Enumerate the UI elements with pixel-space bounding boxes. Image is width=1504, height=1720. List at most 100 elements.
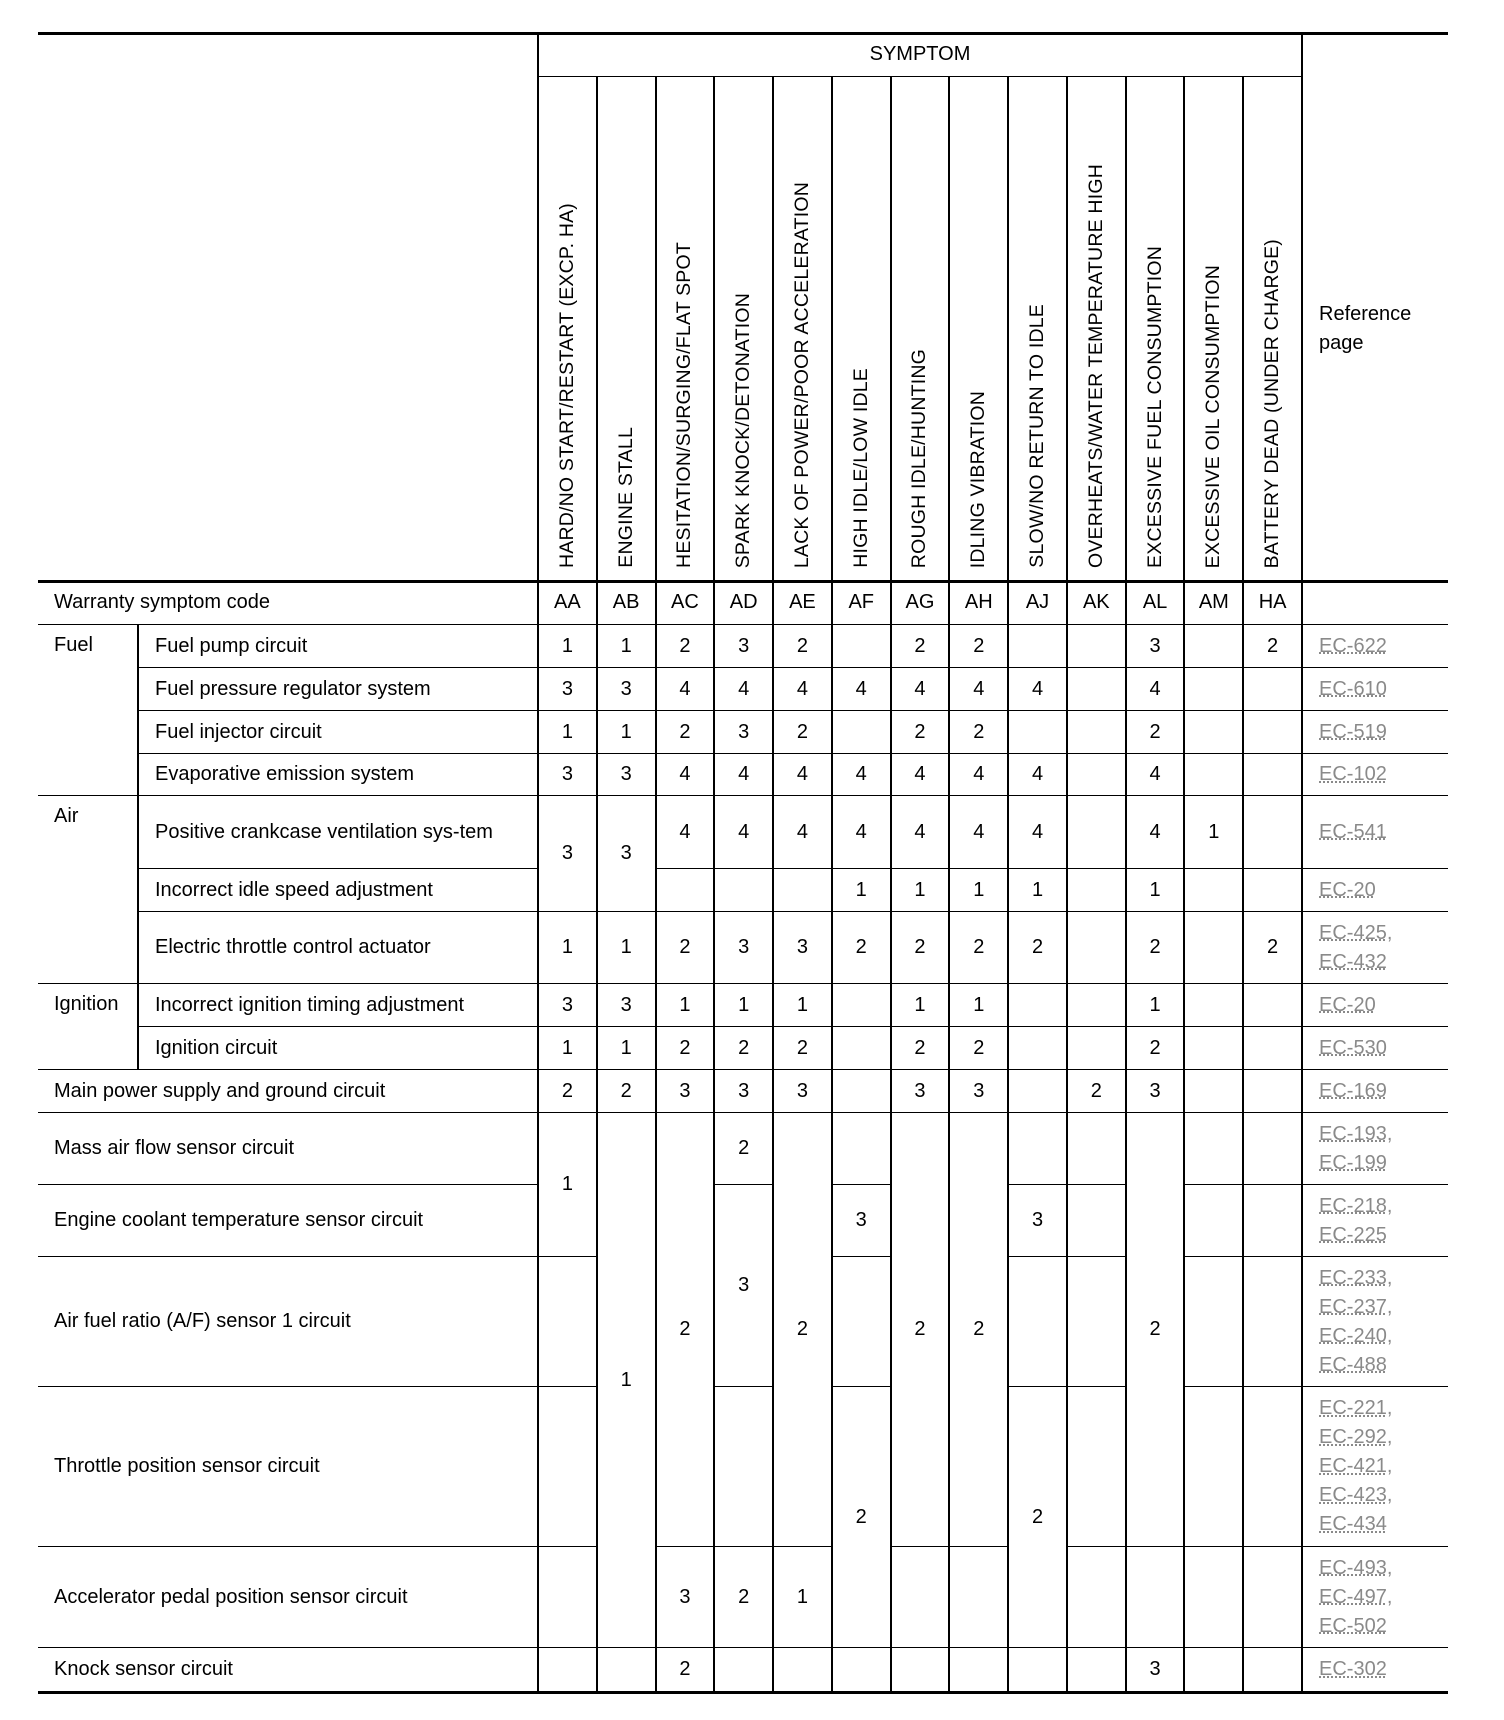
- reference-link[interactable]: EC-519: [1319, 720, 1387, 743]
- warranty-code-ah: AH: [950, 581, 1010, 625]
- reference-link[interactable]: EC-102: [1319, 763, 1387, 785]
- value-cell-ha: [1244, 1185, 1303, 1257]
- value: 3: [1149, 1079, 1161, 1102]
- reference-link[interactable]: EC-233,: [1319, 1266, 1393, 1289]
- value-cell-am: [1185, 1027, 1245, 1070]
- row-label: Mass air flow sensor circuit: [38, 1113, 539, 1185]
- value-cell-ac: 2: [656, 1027, 716, 1070]
- reference-link[interactable]: EC-610: [1319, 677, 1387, 700]
- value-cell-ag: 4: [891, 796, 951, 869]
- value-cell-ac: 2: [656, 1648, 716, 1692]
- value-cell-aa: [539, 1547, 598, 1648]
- value: 2: [1267, 936, 1279, 958]
- value: 3: [561, 763, 573, 785]
- reference-link[interactable]: EC-169: [1319, 1079, 1387, 1102]
- reference-link[interactable]: EC-421,: [1319, 1455, 1393, 1477]
- reference-link[interactable]: EC-502: [1319, 1614, 1387, 1637]
- value-cell-ag: 2: [891, 711, 951, 754]
- warranty-code: AB: [612, 591, 640, 613]
- value-cell-ha: [1244, 1257, 1303, 1387]
- value: 3: [679, 1585, 691, 1608]
- reference-link[interactable]: EC-240,: [1319, 1324, 1393, 1347]
- value: 4: [738, 677, 750, 700]
- reference-link[interactable]: EC-425,: [1319, 921, 1393, 944]
- value: 4: [738, 820, 750, 843]
- value-cell-aa: 3: [539, 984, 598, 1027]
- row-label: Air fuel ratio (A/F) sensor 1 circuit: [38, 1257, 539, 1387]
- value-cell-aj: [1009, 1648, 1068, 1692]
- row-label-text: Ignition circuit: [155, 1036, 278, 1059]
- warranty-label-text: Warranty symptom code: [54, 591, 270, 613]
- value-cell-af: 1: [832, 869, 892, 912]
- value-cell-ak: [1067, 912, 1127, 984]
- symptom-title: SYMPTOM: [539, 33, 1303, 77]
- value-cell-ad: 2: [715, 1113, 775, 1185]
- reference-link[interactable]: EC-292,: [1319, 1426, 1393, 1448]
- reference-cell: EC-530: [1303, 1027, 1448, 1070]
- reference-link[interactable]: EC-20: [1319, 993, 1376, 1016]
- value-cell-ha: 2: [1244, 625, 1303, 668]
- reference-link[interactable]: EC-302: [1319, 1658, 1387, 1680]
- reference-link[interactable]: EC-221,: [1319, 1397, 1393, 1419]
- reference-link[interactable]: EC-432: [1319, 950, 1387, 973]
- reference-cell: EC-169: [1303, 1070, 1448, 1113]
- reference-link[interactable]: EC-20: [1319, 878, 1376, 901]
- value-cell-af: 4: [832, 796, 892, 869]
- reference-link[interactable]: EC-423,: [1319, 1484, 1393, 1506]
- value: 3: [738, 1079, 750, 1102]
- reference-link[interactable]: EC-434: [1319, 1513, 1387, 1535]
- value-cell-af: [832, 711, 892, 754]
- symptom-header-af: HIGH IDLE/LOW IDLE: [832, 77, 892, 581]
- symptom-header-ha: BATTERY DEAD (UNDER CHARGE): [1244, 77, 1303, 581]
- value-cell-ad: 4: [715, 796, 775, 869]
- value-cell-am: [1185, 711, 1245, 754]
- value-cell-af: [832, 1027, 892, 1070]
- reference-link[interactable]: EC-497,: [1319, 1585, 1393, 1608]
- row-label-text: Electric throttle control actuator: [155, 936, 431, 958]
- reference-cell: EC-102: [1303, 754, 1448, 796]
- value-cell-ad: 3: [715, 625, 775, 668]
- value: 4: [1031, 763, 1044, 785]
- value-cell-am: [1185, 1648, 1245, 1692]
- value: 2: [914, 720, 926, 743]
- value-cell-ad: [715, 869, 775, 912]
- reference-link[interactable]: EC-622: [1319, 634, 1387, 657]
- value-cell-ae: 4: [774, 754, 833, 796]
- value-cell-ae: 3: [774, 1070, 833, 1113]
- value-cell-ad: 3: [715, 1070, 775, 1113]
- reference-link[interactable]: EC-193,: [1319, 1122, 1393, 1145]
- value-cell-ae: 2: [774, 1027, 833, 1070]
- value: 3: [738, 720, 750, 743]
- value-cell-ad: 3: [715, 1185, 775, 1387]
- reference-link[interactable]: EC-541: [1319, 820, 1387, 843]
- value-cell-ak: [1067, 711, 1127, 754]
- reference-link[interactable]: EC-199: [1319, 1151, 1387, 1174]
- value: 1: [561, 720, 573, 743]
- row-label: Knock sensor circuit: [38, 1648, 539, 1692]
- value: 3: [796, 936, 808, 958]
- reference-link[interactable]: EC-218,: [1319, 1194, 1393, 1217]
- reference-link[interactable]: EC-225: [1319, 1223, 1387, 1246]
- value-cell-am: [1185, 869, 1245, 912]
- warranty-code: AE: [789, 591, 816, 613]
- value-cell-af: [832, 984, 892, 1027]
- reference-cell: EC-610: [1303, 668, 1448, 711]
- reference-link[interactable]: EC-237,: [1319, 1295, 1393, 1318]
- reference-link[interactable]: EC-493,: [1319, 1556, 1393, 1579]
- value-cell-ha: [1244, 1070, 1303, 1113]
- row-label-text: Knock sensor circuit: [54, 1658, 233, 1680]
- value: 4: [973, 677, 985, 700]
- reference-link[interactable]: EC-530: [1319, 1036, 1387, 1059]
- value-cell-af: 4: [832, 754, 892, 796]
- value: 4: [914, 763, 926, 785]
- warranty-code: AH: [964, 591, 993, 613]
- reference-link[interactable]: EC-488: [1319, 1353, 1387, 1376]
- value: 2: [1149, 936, 1161, 958]
- value-cell-ad: 3: [715, 711, 775, 754]
- row-label-text: Mass air flow sensor circuit: [54, 1137, 295, 1159]
- value-cell-ak: [1067, 796, 1127, 869]
- value-cell-am: [1185, 1547, 1245, 1648]
- value: 3: [1149, 1658, 1161, 1680]
- value: 4: [679, 677, 691, 700]
- value: 1: [620, 720, 632, 743]
